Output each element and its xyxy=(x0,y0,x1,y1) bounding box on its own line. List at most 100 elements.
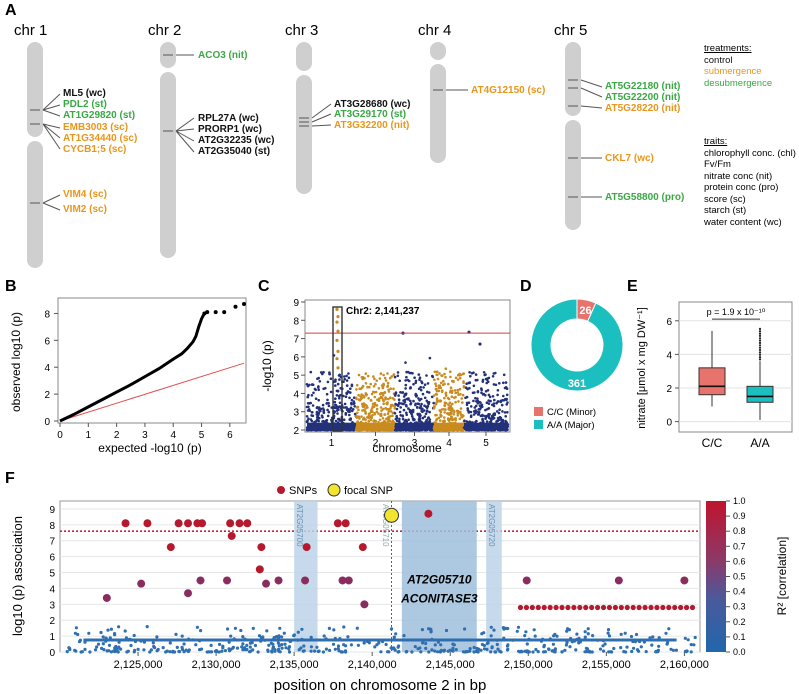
manhattan-point xyxy=(453,417,456,421)
manhattan-point xyxy=(314,397,318,400)
manhattan-point xyxy=(345,379,349,382)
manhattan-point xyxy=(413,376,416,379)
manhattan-point xyxy=(411,372,414,375)
locus-snp-point xyxy=(76,632,80,637)
manhattan-point xyxy=(433,370,437,374)
manhattan-point xyxy=(396,374,400,378)
gene-EMB3003: EMB3003 (sc) xyxy=(63,122,129,133)
chr-1-arm-bottom xyxy=(27,141,43,268)
manhattan-point xyxy=(468,371,471,374)
locus-snp-point xyxy=(472,645,476,650)
manhattan-point xyxy=(325,392,329,396)
boxplot-ytick-label: 0 xyxy=(666,418,672,429)
manhattan-point xyxy=(481,414,484,417)
locus-snp-point xyxy=(283,642,287,646)
locus-snp-point xyxy=(664,631,668,635)
manhattan-ytick-label: 7 xyxy=(293,335,299,346)
locus-snp-point xyxy=(338,576,347,585)
manhattan-point xyxy=(371,390,375,394)
manhattan-point xyxy=(480,387,483,390)
manhattan-point xyxy=(357,398,361,401)
locus-snp-point xyxy=(199,629,203,633)
locus-snp-point xyxy=(493,650,497,654)
manhattan-point xyxy=(450,391,454,395)
manhattan-xlabel: chromosome xyxy=(372,441,442,455)
manhattan-point xyxy=(394,402,397,406)
locus-snp-point xyxy=(327,626,331,630)
manhattan-point xyxy=(367,416,371,420)
locus-snp-point xyxy=(565,629,569,633)
trait-item: starch (st) xyxy=(704,205,747,216)
locus-snp-point xyxy=(132,650,136,654)
locus-snp-point xyxy=(637,649,641,653)
locus-snp-point xyxy=(177,650,182,654)
gene-AT5G22180: AT5G22180 (nit) xyxy=(605,81,681,92)
locus-snp-point xyxy=(404,650,408,654)
locus-snp-point xyxy=(168,650,172,654)
locus-focal-snp xyxy=(384,507,400,523)
manhattan-point xyxy=(337,394,341,398)
locus-gene-region xyxy=(486,501,502,652)
manhattan-point xyxy=(382,373,385,377)
manhattan-point xyxy=(343,402,347,406)
manhattan-point xyxy=(497,400,500,403)
boxplot-outlier xyxy=(758,353,762,356)
locus-snp-point xyxy=(495,642,499,647)
colorbar-tick-label: 0.7 xyxy=(733,541,746,551)
panel-label-a: A xyxy=(5,2,17,19)
manhattan-point xyxy=(317,406,321,409)
manhattan-point xyxy=(492,383,496,386)
manhattan-point xyxy=(398,401,401,404)
colorbar-tick-label: 0.4 xyxy=(733,587,746,597)
manhattan-point xyxy=(348,408,351,412)
locus-snp-point xyxy=(672,604,678,611)
manhattan-point xyxy=(473,406,477,409)
manhattan-point xyxy=(454,376,458,380)
manhattan-point xyxy=(472,384,476,388)
manhattan-point xyxy=(399,391,402,394)
manhattan-point xyxy=(390,375,393,378)
manhattan-point xyxy=(440,374,443,377)
manhattan-point xyxy=(498,382,501,385)
locus-snp-point xyxy=(205,650,209,654)
locus-snp-point xyxy=(299,646,303,650)
panel-label-d: D xyxy=(520,278,532,295)
manhattan-point xyxy=(424,412,428,416)
locus-snp-point xyxy=(506,626,510,631)
manhattan-point xyxy=(497,411,501,415)
manhattan-point xyxy=(466,407,469,410)
manhattan-point xyxy=(462,386,466,389)
manhattan-point xyxy=(503,386,507,390)
manhattan-point xyxy=(353,401,356,405)
manhattan-point xyxy=(505,397,508,401)
locus-snp-point xyxy=(468,647,472,651)
manhattan-point xyxy=(428,356,432,360)
locus-snp-point xyxy=(680,576,689,585)
manhattan-point xyxy=(398,410,402,414)
manhattan-point xyxy=(435,389,439,393)
manhattan-point xyxy=(418,378,421,381)
locus-snp-point xyxy=(107,643,112,647)
boxplot-outlier xyxy=(758,334,762,337)
locus-snp-point xyxy=(315,645,319,649)
locus-xtick-label: 2,140,000 xyxy=(348,659,397,671)
locus-snp-point xyxy=(243,519,252,528)
manhattan-point xyxy=(421,392,425,396)
manhattan-point xyxy=(371,405,375,408)
manhattan-point xyxy=(457,393,460,397)
legend-swatch-minor xyxy=(534,407,543,416)
locus-snp-point xyxy=(516,625,521,629)
locus-snp-point xyxy=(116,650,120,654)
locus-snp-point xyxy=(612,646,616,651)
locus-snp-point xyxy=(261,635,265,639)
manhattan-point xyxy=(492,372,496,375)
manhattan-point xyxy=(370,410,374,413)
manhattan-point xyxy=(414,393,417,397)
locus-snp-point xyxy=(586,627,590,631)
manhattan-point xyxy=(306,395,309,399)
manhattan-point xyxy=(336,412,339,415)
manhattan-point xyxy=(377,412,380,415)
locus-snp-point xyxy=(479,648,483,652)
manhattan-point xyxy=(311,404,315,407)
panel-label-b: B xyxy=(5,278,17,295)
